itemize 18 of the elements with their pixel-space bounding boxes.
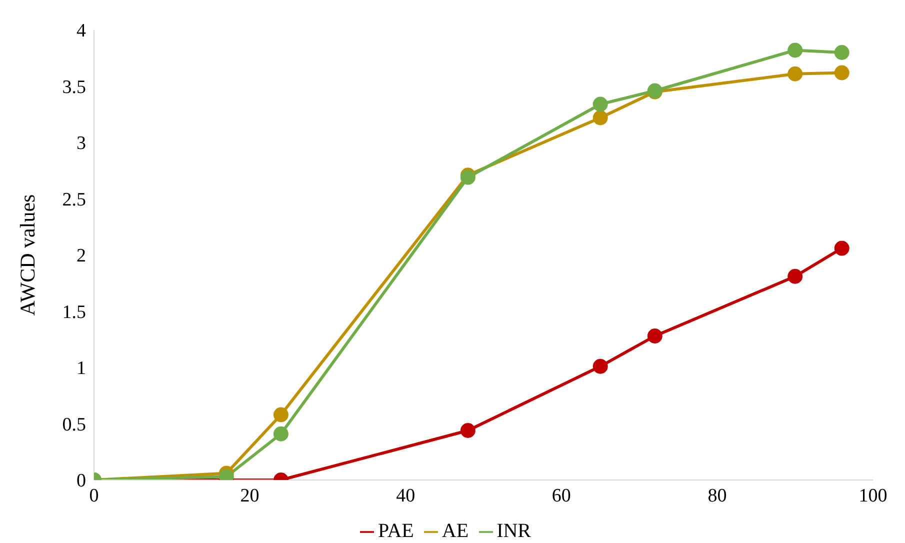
y-tick-label: 2.5 bbox=[62, 189, 86, 210]
y-tick-label: 4 bbox=[76, 20, 86, 42]
y-tick-label: 3.5 bbox=[62, 76, 86, 98]
y-tick-label: 0 bbox=[76, 470, 86, 492]
y-tick-label: 3 bbox=[76, 133, 86, 154]
y-tick-label: 2 bbox=[76, 246, 86, 267]
y-axis-title: AWCD values bbox=[15, 194, 40, 316]
x-tick-label: 100 bbox=[858, 485, 888, 506]
x-tick-label: 40 bbox=[396, 485, 416, 506]
legend-label: AE bbox=[442, 520, 469, 542]
y-tick-label: 0.5 bbox=[62, 414, 86, 436]
y-tick-label: 1.5 bbox=[62, 302, 86, 323]
legend-label: INR bbox=[496, 520, 532, 542]
x-tick-label: 20 bbox=[240, 485, 260, 506]
legend-label: PAE bbox=[378, 520, 414, 542]
x-tick-label: 80 bbox=[708, 485, 727, 506]
y-tick-label: 1 bbox=[76, 358, 86, 380]
x-tick-label: 60 bbox=[552, 485, 571, 506]
